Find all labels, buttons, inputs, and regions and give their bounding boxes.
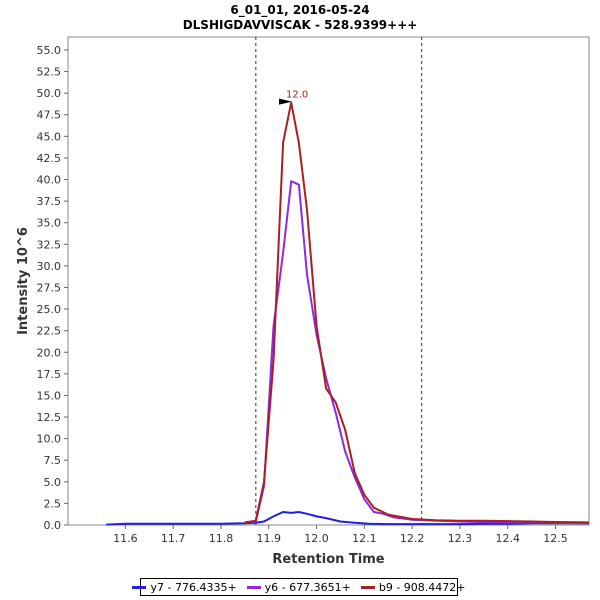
- y-tick-label: 27.5: [37, 281, 62, 294]
- plot-area: [67, 36, 590, 526]
- y-tick-label: 10.0: [37, 433, 62, 446]
- y-tick-label: 47.5: [37, 109, 62, 122]
- x-tick-label: 11.7: [161, 532, 186, 545]
- y-tick-label: 7.5: [44, 454, 62, 467]
- legend: y7 - 776.4335+ y6 - 677.3651+ b9 - 908.4…: [132, 578, 466, 596]
- x-tick-label: 12.0: [304, 532, 329, 545]
- y-tick-label: 52.5: [37, 66, 62, 79]
- y-tick-label: 40.0: [37, 174, 62, 187]
- y-tick-label: 22.5: [37, 325, 62, 338]
- y-tick-label: 2.5: [44, 497, 62, 510]
- series-line-y7: [106, 511, 589, 526]
- x-tick-label: 11.8: [209, 532, 234, 545]
- y-tick-label: 5.0: [44, 476, 62, 489]
- y-tick-label: 17.5: [37, 368, 62, 381]
- y-tick-label: 30.0: [37, 260, 62, 273]
- x-tick-label: 11.6: [113, 532, 138, 545]
- legend-swatch-b9: [360, 585, 375, 589]
- y-tick-label: 12.5: [37, 411, 62, 424]
- x-tick-label: 12.2: [400, 532, 425, 545]
- y-tick-label: 0.0: [44, 519, 62, 532]
- chart-title: 6_01_01, 2016-05-24: [230, 3, 370, 17]
- y-tick-label: 37.5: [37, 195, 62, 208]
- y-tick-label: 50.0: [37, 87, 62, 100]
- y-tick-label: 25.0: [37, 303, 62, 316]
- y-tick-label: 35.0: [37, 217, 62, 230]
- x-tick-label: 12.4: [495, 532, 520, 545]
- y-tick-label: 20.0: [37, 346, 62, 359]
- x-tick-label: 12.5: [543, 532, 568, 545]
- x-tick-label: 12.1: [352, 532, 377, 545]
- y-tick-label: 32.5: [37, 238, 62, 251]
- legend-item-y6: y6 - 677.3651+: [246, 580, 351, 594]
- y-tick-label: 15.0: [37, 389, 62, 402]
- y-tick-label: 55.0: [37, 44, 62, 57]
- series-line-b9: [244, 101, 590, 524]
- y-axis-label: Intensity 10^6: [16, 227, 31, 335]
- peak-marker-arrow: [279, 98, 293, 105]
- x-axis-label: Retention Time: [272, 552, 384, 567]
- y-tick-label: 42.5: [37, 152, 62, 165]
- legend-label-y6: y6 - 677.3651+: [264, 580, 351, 594]
- legend-item-y7: y7 - 776.4335+: [132, 580, 237, 594]
- legend-label-y7: y7 - 776.4335+: [150, 580, 237, 594]
- x-tick-label: 11.9: [257, 532, 282, 545]
- legend-swatch-y6: [246, 585, 261, 589]
- x-tick-label: 12.3: [448, 532, 473, 545]
- y-tick-label: 45.0: [37, 130, 62, 143]
- chart-subtitle: DLSHIGDAVVISCAK - 528.9399+++: [182, 18, 418, 32]
- series-line-y6: [244, 180, 590, 525]
- legend-item-b9: b9 - 908.4472+: [360, 580, 466, 594]
- legend-swatch-y7: [132, 585, 147, 589]
- peak-annotation-label: 12.0: [286, 90, 308, 101]
- legend-label-b9: b9 - 908.4472+: [378, 580, 466, 594]
